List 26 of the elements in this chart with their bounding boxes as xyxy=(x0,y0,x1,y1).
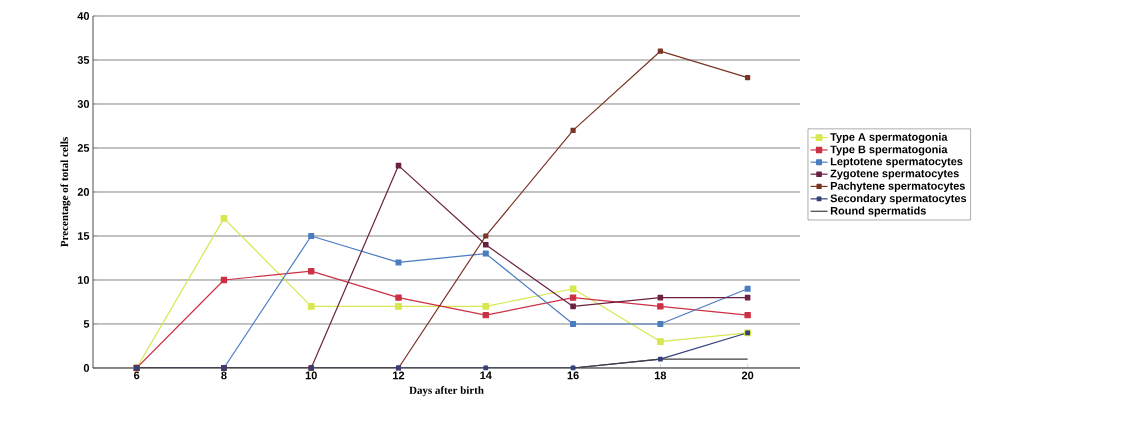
y-tick-label: 30 xyxy=(77,100,90,108)
y-tick-label: 35 xyxy=(77,56,90,64)
legend-label: Type A spermatogonia xyxy=(830,132,948,144)
x-axis-title: Days after birth xyxy=(409,386,484,397)
y-tick-label: 25 xyxy=(77,144,90,152)
y-axis-title: Precentage of total cells xyxy=(60,137,71,247)
legend-label: Secondary spermatocytes xyxy=(830,194,967,205)
x-tick-label: 6 xyxy=(134,371,140,380)
x-tick-label: 16 xyxy=(567,371,579,380)
x-tick-label: 12 xyxy=(393,371,405,380)
legend-label: Leptotene spermatocytes xyxy=(830,157,963,168)
legend-label: Zygotene spermatocytes xyxy=(830,169,959,180)
legend-label: Pachytene spermatocytes xyxy=(830,181,965,192)
x-tick-label: 10 xyxy=(305,371,317,380)
y-tick-label: 15 xyxy=(77,232,90,240)
x-tick-label: 14 xyxy=(480,371,492,380)
y-tick-label: 0 xyxy=(83,364,90,372)
y-tick-label: 5 xyxy=(83,320,90,328)
legend-label: Round spermatids xyxy=(830,206,926,217)
x-tick-label: 20 xyxy=(741,371,754,380)
y-tick-label: 10 xyxy=(77,276,90,284)
legend-label: Type B spermatogonia xyxy=(830,145,948,156)
x-tick-label: 18 xyxy=(654,371,667,380)
x-tick-label: 8 xyxy=(221,371,227,380)
y-tick-label: 20 xyxy=(77,188,90,196)
y-tick-label: 40 xyxy=(77,12,90,20)
